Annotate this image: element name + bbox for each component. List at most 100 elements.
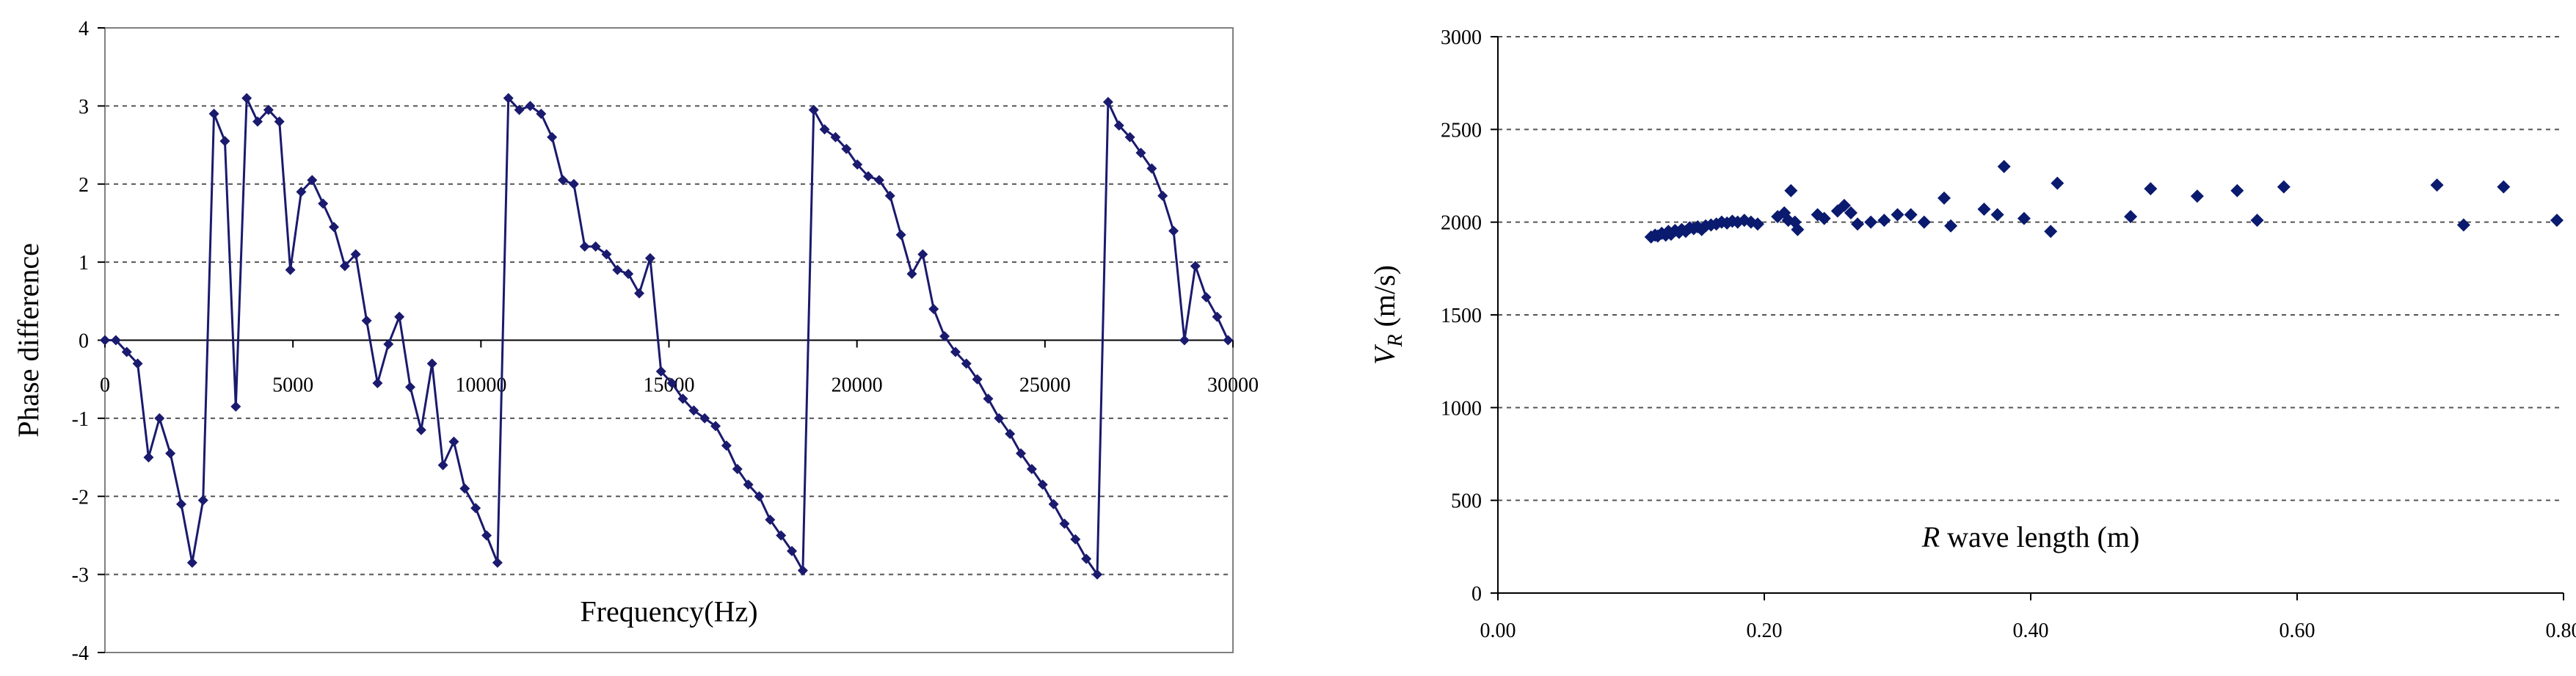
data-point: [841, 143, 852, 154]
data-point: [263, 104, 274, 115]
data-point: [688, 405, 699, 416]
data-point: [2456, 218, 2470, 232]
y-tick-label: 1: [79, 252, 89, 275]
data-point: [754, 491, 765, 502]
data-point: [1944, 219, 1958, 233]
data-point: [1212, 311, 1223, 322]
velocity-wavelength-chart: 0 500 1000 1500 2000 2500 3000 0.00 0.20 0.40 0.60…: [1368, 26, 2576, 642]
data-point: [612, 264, 623, 275]
y-tick-label: -3: [72, 564, 89, 587]
data-point: [1102, 97, 1113, 108]
data-point: [2550, 214, 2564, 228]
y-tick-label: 4: [79, 18, 89, 40]
data-point: [2277, 180, 2291, 194]
data-point: [100, 335, 110, 346]
data-point: [383, 338, 394, 349]
data-point: [579, 241, 590, 252]
x-tick-label: 20000: [832, 374, 883, 397]
data-point: [318, 198, 329, 209]
data-point: [808, 104, 819, 115]
data-point: [1092, 569, 1103, 580]
data-point: [1784, 183, 1798, 197]
data-point: [121, 346, 132, 357]
data-point: [1190, 261, 1201, 272]
x-tick-label: 0.20: [1747, 619, 1783, 642]
data-point: [1223, 335, 1234, 346]
data-point: [1851, 217, 1865, 231]
y-tick-label: 500: [1451, 490, 1482, 513]
data-point: [983, 393, 994, 404]
data-point: [503, 92, 514, 103]
data-point: [2144, 182, 2158, 196]
data-point: [644, 252, 655, 264]
data-point: [241, 92, 252, 103]
data-point: [1157, 190, 1168, 201]
data-point: [1201, 291, 1212, 302]
data-point: [677, 393, 688, 404]
data-point: [1016, 448, 1027, 459]
x-axis-title: Frequency(Hz): [580, 595, 757, 628]
data-point: [819, 124, 830, 135]
data-point: [1791, 222, 1805, 236]
y-axis-title: VR (m/s): [1368, 265, 1407, 365]
data-point: [274, 116, 285, 127]
x-tick-label: 30000: [1207, 374, 1259, 397]
y-tick-label: 1500: [1441, 305, 1482, 327]
data-point: [394, 311, 405, 322]
y-tick-label: -4: [72, 642, 89, 665]
data-point: [350, 249, 361, 260]
data-point: [961, 358, 972, 369]
data-point: [950, 346, 961, 357]
phase-difference-chart: -4 -3 -2 -1 0 1 2 3 4 0 5000 10000 15000 20000 25000 30…: [12, 18, 1259, 665]
data-point: [2017, 211, 2031, 225]
data-point: [1997, 159, 2011, 173]
data-point: [1146, 163, 1157, 174]
data-point: [525, 101, 536, 112]
data-point: [655, 366, 666, 377]
data-point: [110, 335, 121, 346]
data-point: [329, 222, 340, 233]
data-point: [1037, 479, 1048, 490]
x-tick-label: 0.60: [2280, 619, 2315, 642]
data-point: [1135, 148, 1146, 159]
data-point: [2124, 210, 2138, 224]
data-point: [197, 495, 208, 506]
y-tick-label: -2: [72, 486, 89, 509]
data-point: [928, 303, 939, 314]
data-point: [1059, 518, 1070, 529]
data-point: [1124, 131, 1135, 142]
y-tick-label: 1000: [1441, 397, 1482, 420]
data-point: [165, 448, 176, 459]
data-point: [568, 178, 579, 189]
data-point: [873, 175, 884, 186]
data-point: [426, 358, 437, 369]
data-point: [1750, 217, 1764, 231]
x-tick-label: 0: [100, 374, 110, 397]
data-point: [1817, 211, 1831, 225]
data-point: [776, 530, 787, 541]
data-point: [1070, 534, 1081, 545]
data-point: [372, 378, 383, 389]
x-tick-label: 0.40: [2013, 619, 2049, 642]
x-tick-label: 10000: [455, 374, 506, 397]
data-point: [1081, 553, 1092, 564]
data-point: [830, 131, 841, 142]
data-point: [797, 565, 808, 576]
x-tick-label: 25000: [1019, 374, 1071, 397]
data-point: [536, 109, 547, 120]
data-point: [1917, 215, 1931, 229]
data-point: [2497, 180, 2511, 194]
data-point: [2250, 214, 2264, 228]
data-point: [132, 358, 143, 369]
data-point: [2051, 176, 2064, 190]
data-point: [1837, 198, 1851, 212]
data-point: [2430, 178, 2444, 192]
data-point: [252, 116, 263, 127]
data-point: [219, 136, 230, 147]
data-point: [787, 545, 798, 556]
x-tick-label: 0.00: [1480, 619, 1516, 642]
data-point: [186, 557, 197, 568]
x-axis-title: R wave length (m): [1921, 520, 2140, 553]
data-point: [230, 401, 241, 412]
data-point: [143, 452, 154, 463]
